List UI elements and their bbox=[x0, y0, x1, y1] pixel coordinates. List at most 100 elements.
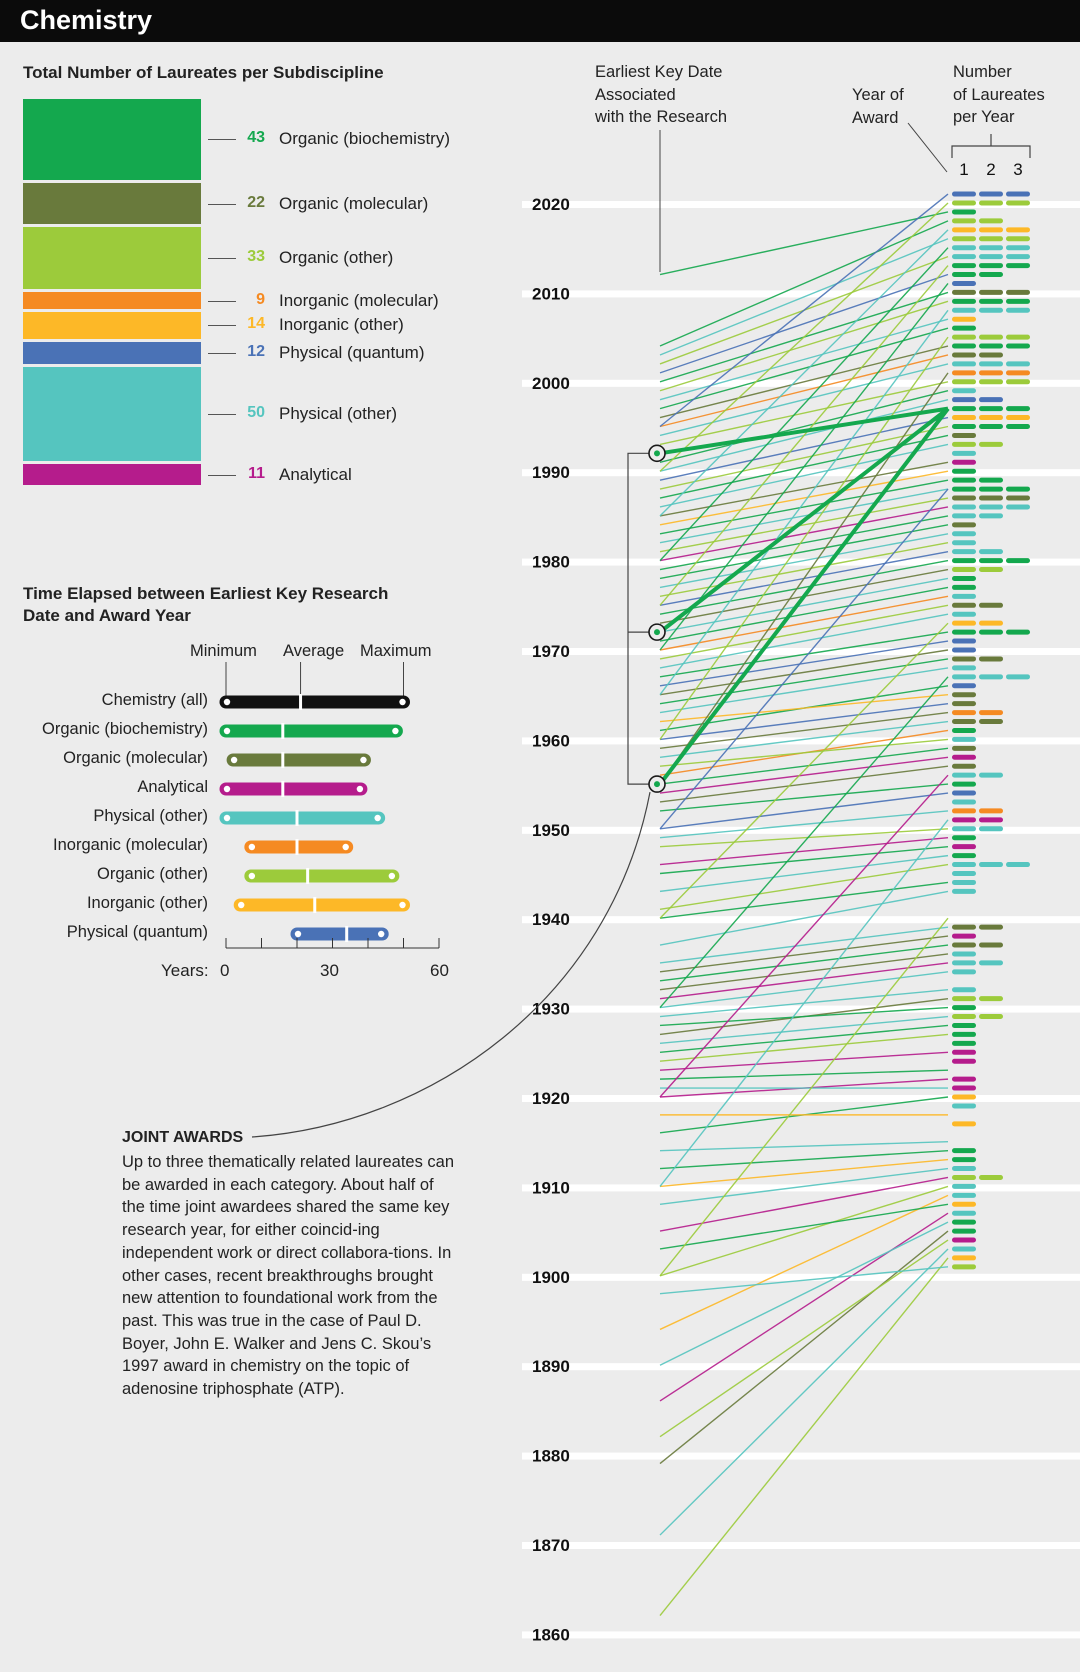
link-3 bbox=[659, 1239, 949, 1438]
count-bar-1974-1 bbox=[952, 611, 976, 617]
year-label-1870: 1870 bbox=[532, 1536, 570, 1555]
count-bar-1951-1 bbox=[952, 817, 976, 823]
year-grid-1920 bbox=[522, 1095, 1080, 1102]
link-40 bbox=[659, 810, 949, 839]
count-tick-1: 1 bbox=[959, 160, 968, 179]
count-bar-1947-1 bbox=[952, 853, 976, 859]
count-bar-1996-3 bbox=[1006, 415, 1030, 421]
total-leader-5 bbox=[208, 352, 236, 354]
count-bar-2010-2 bbox=[979, 289, 1003, 295]
link-101 bbox=[659, 372, 949, 785]
highlight-marker-dot-1 bbox=[654, 629, 660, 636]
link-105 bbox=[659, 265, 949, 606]
link-64 bbox=[659, 559, 949, 615]
count-bar-1954-1 bbox=[952, 790, 976, 796]
total-segment-2 bbox=[23, 227, 201, 290]
link-72 bbox=[659, 488, 949, 544]
count-bar-2008-2 bbox=[979, 307, 1003, 313]
count-bar-2020-2 bbox=[979, 200, 1003, 206]
link-56 bbox=[659, 640, 949, 687]
count-bar-1945-1 bbox=[952, 871, 976, 876]
count-bar-1912-1 bbox=[952, 1166, 976, 1172]
elapsed-label-2: Organic (molecular) bbox=[63, 749, 208, 767]
count-bar-1921-1 bbox=[952, 1085, 976, 1091]
elapsed-col-avg: Average bbox=[283, 642, 345, 660]
total-leader-7 bbox=[208, 474, 236, 476]
count-bar-1982-1 bbox=[952, 540, 976, 546]
total-count-6: 50 bbox=[247, 404, 265, 422]
year-label-1980: 1980 bbox=[532, 553, 570, 572]
count-bar-1907-1 bbox=[952, 1210, 976, 1216]
total-label-2: Organic (other) bbox=[279, 248, 394, 268]
link-102 bbox=[659, 336, 949, 740]
count-bar-1996-1 bbox=[952, 415, 976, 421]
highlight-link-0 bbox=[659, 406, 949, 456]
year-label-1950: 1950 bbox=[532, 821, 570, 840]
year-grid-1880 bbox=[522, 1452, 1080, 1460]
count-bar-1903-1 bbox=[952, 1246, 976, 1252]
count-bar-1997-2 bbox=[979, 406, 1003, 412]
count-bar-2002-1 bbox=[952, 361, 976, 367]
count-bar-1989-2 bbox=[979, 477, 1003, 483]
total-segment-6 bbox=[23, 367, 201, 462]
count-bar-1949-1 bbox=[952, 835, 976, 841]
total-count-1: 22 bbox=[247, 193, 265, 211]
total-label-6: Physical (other) bbox=[279, 404, 398, 424]
count-bar-1910-1 bbox=[952, 1183, 976, 1189]
year-label-1910: 1910 bbox=[532, 1178, 570, 1197]
link-39 bbox=[659, 828, 949, 848]
count-bar-1967-2 bbox=[979, 674, 1003, 680]
count-bar-1914-1 bbox=[952, 1148, 976, 1154]
year-label-1960: 1960 bbox=[532, 731, 570, 750]
link-90 bbox=[659, 273, 949, 374]
link-19 bbox=[659, 1069, 949, 1080]
link-29 bbox=[659, 953, 949, 991]
elapsed-avg-mark-6 bbox=[306, 868, 310, 884]
link-82 bbox=[659, 381, 949, 446]
link-98 bbox=[659, 676, 949, 1009]
total-count-5: 12 bbox=[247, 342, 265, 360]
count-bar-1989-1 bbox=[952, 477, 976, 483]
count-bar-2005-1 bbox=[952, 334, 976, 340]
link-23 bbox=[659, 1015, 949, 1045]
year-grid-1900 bbox=[522, 1273, 1080, 1281]
year-label-1900: 1900 bbox=[532, 1268, 570, 1287]
count-bar-1957-1 bbox=[952, 763, 976, 769]
link-53 bbox=[659, 667, 949, 714]
count-bar-1911-2 bbox=[979, 1174, 1003, 1180]
link-21 bbox=[659, 1033, 949, 1062]
total-segment-4 bbox=[23, 312, 201, 339]
elapsed-title-line2: Date and Award Year bbox=[23, 606, 191, 625]
year-label-1940: 1940 bbox=[532, 910, 570, 929]
count-bar-2010-3 bbox=[1006, 289, 1030, 295]
link-68 bbox=[659, 524, 949, 580]
link-60 bbox=[659, 595, 949, 651]
link-14 bbox=[659, 1141, 949, 1152]
link-107 bbox=[659, 229, 949, 517]
link-30 bbox=[659, 944, 949, 982]
count-bracket bbox=[951, 145, 1031, 158]
count-bar-1985-1 bbox=[952, 513, 976, 519]
count-bar-1971-1 bbox=[952, 638, 976, 644]
link-76 bbox=[659, 443, 949, 508]
count-bar-2005-2 bbox=[979, 334, 1003, 340]
count-bar-1959-1 bbox=[952, 745, 976, 751]
count-bar-1919-1 bbox=[952, 1103, 976, 1109]
link-74 bbox=[659, 470, 949, 526]
count-bar-1964-1 bbox=[952, 701, 976, 707]
elapsed-chart bbox=[219, 662, 440, 949]
count-bar-2018-2 bbox=[979, 218, 1003, 224]
count-bar-1908-1 bbox=[952, 1201, 976, 1207]
link-7 bbox=[659, 1266, 949, 1295]
count-bar-2000-3 bbox=[1006, 379, 1030, 385]
count-bar-1997-1 bbox=[952, 406, 976, 412]
link-83 bbox=[659, 363, 949, 437]
year-label-1970: 1970 bbox=[532, 642, 570, 661]
link-50 bbox=[659, 702, 949, 741]
elapsed-min-dot-1 bbox=[223, 727, 231, 735]
elapsed-min-dot-8 bbox=[294, 930, 302, 938]
total-count-3: 9 bbox=[256, 290, 265, 308]
link-1 bbox=[659, 1248, 949, 1536]
count-bar-2013-3 bbox=[1006, 263, 1030, 269]
